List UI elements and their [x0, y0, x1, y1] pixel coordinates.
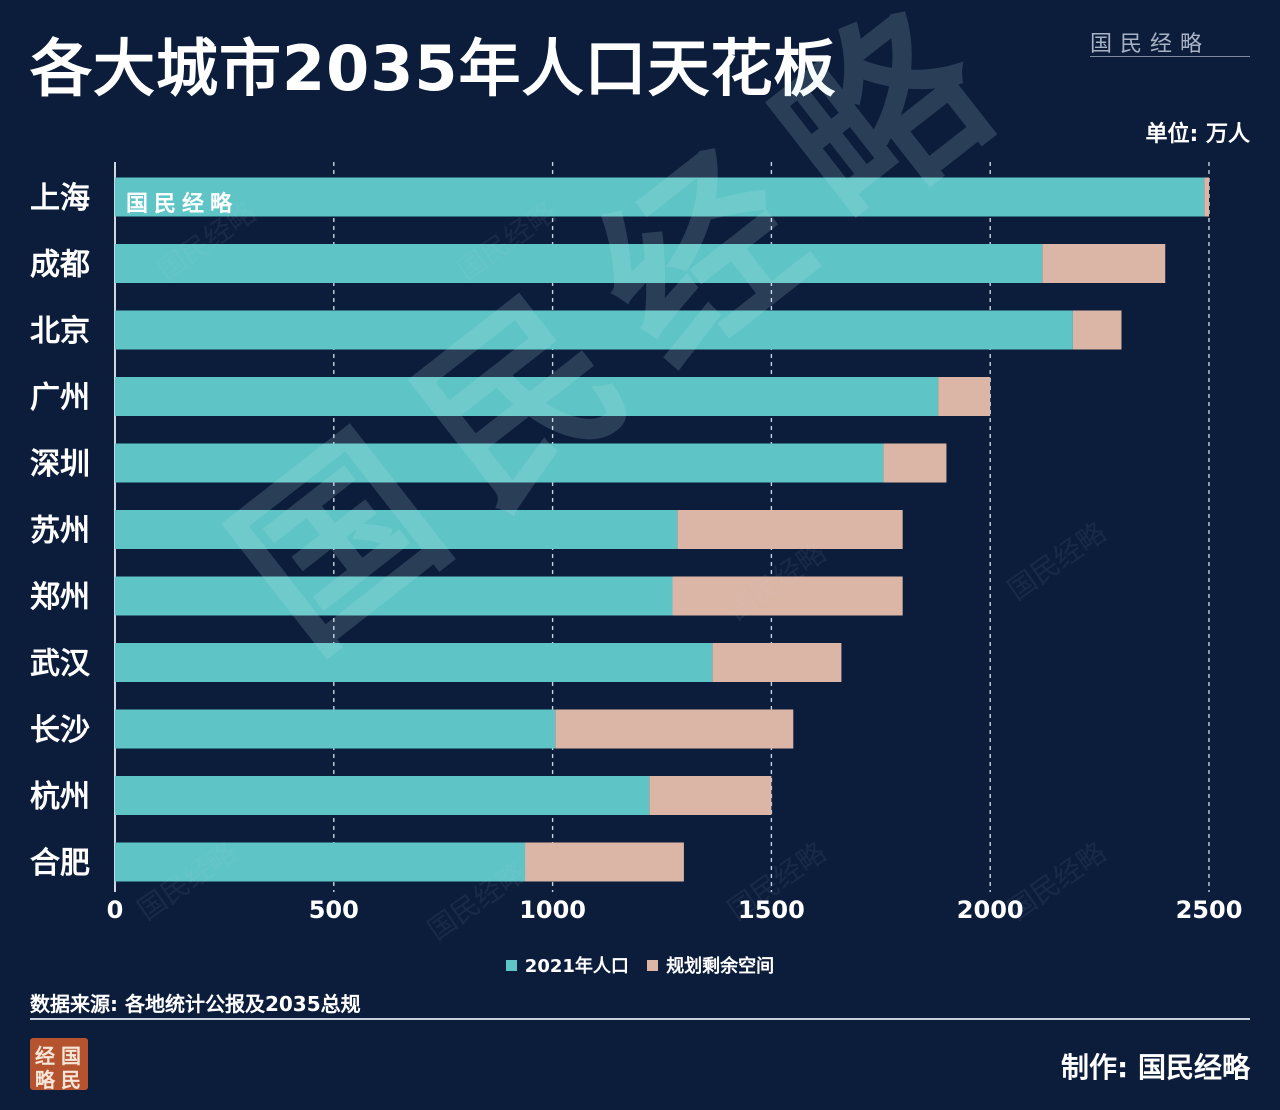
brand-stamp: 国 民 经 略 [30, 1038, 88, 1092]
legend-label: 2021年人口 [524, 956, 629, 977]
x-tick-label: 2500 [1176, 896, 1243, 924]
bar-2021-population [115, 510, 678, 549]
legend-item: 规划剩余空间 [647, 952, 774, 978]
bar-2021-population [115, 244, 1043, 283]
stamp-char: 略 [35, 1068, 55, 1092]
legend-swatch [647, 959, 659, 971]
stamp-char: 国 [61, 1044, 81, 1068]
footer-divider [30, 1018, 1250, 1020]
bar-2021-population [115, 842, 526, 882]
chart-title: 各大城市2035年人口天花板 [30, 32, 837, 105]
bar-remaining-capacity [649, 776, 772, 815]
brand-logo: 国民经略 [1090, 20, 1250, 62]
category-label: 长沙 [30, 713, 90, 748]
bar-remaining-capacity [1204, 177, 1209, 217]
category-label: 武汉 [30, 647, 91, 682]
category-label: 成都 [30, 248, 90, 283]
category-label: 北京 [30, 314, 90, 349]
category-label: 杭州 [30, 780, 90, 815]
x-tick-label: 1500 [738, 896, 805, 924]
bar-remaining-capacity [555, 709, 794, 749]
category-label: 深圳 [30, 447, 90, 482]
x-tick-label: 1000 [519, 896, 586, 924]
bar-2021-population [115, 377, 939, 416]
x-tick-label: 0 [107, 896, 124, 924]
category-label: 上海 [30, 181, 90, 216]
stamp-char: 经 [35, 1044, 55, 1068]
bar-watermark-label: 国民经略 [126, 191, 239, 217]
legend: 2021年人口 规划剩余空间 [0, 952, 1280, 978]
bar-remaining-capacity [938, 377, 991, 416]
bar-2021-population [115, 443, 884, 483]
legend-swatch [505, 959, 517, 971]
stamp-char: 民 [61, 1068, 81, 1092]
bar-remaining-capacity [883, 443, 947, 483]
x-tick-label: 500 [309, 896, 359, 924]
bar-2021-population [115, 709, 556, 749]
category-label: 苏州 [30, 514, 90, 549]
bar-remaining-capacity [672, 576, 903, 616]
bar-remaining-capacity [525, 842, 684, 882]
legend-label: 规划剩余空间 [666, 956, 775, 977]
category-label: 广州 [30, 381, 90, 416]
bar-remaining-capacity [712, 643, 842, 682]
source-note: 数据来源: 各地统计公报及2035总规 [30, 992, 361, 1016]
category-label: 郑州 [30, 580, 90, 615]
bar-2021-population [115, 576, 673, 616]
bar-2021-population [115, 776, 650, 815]
bar-remaining-capacity [1072, 310, 1122, 350]
x-tick-label: 2000 [957, 896, 1024, 924]
brand-logo-text: 国民经略 [1090, 32, 1211, 57]
unit-label: 单位: 万人 [1145, 122, 1250, 147]
bar-remaining-capacity [677, 510, 903, 549]
category-label: 合肥 [30, 846, 90, 881]
brand-logo-underline [1090, 56, 1250, 57]
bar-remaining-capacity [1042, 244, 1166, 283]
legend-item: 2021年人口 [505, 952, 629, 978]
maker-credit: 制作: 国民经略 [1061, 1051, 1250, 1084]
bar-2021-population [115, 177, 1205, 217]
bar-2021-population [115, 643, 713, 682]
bar-2021-population [115, 310, 1073, 350]
